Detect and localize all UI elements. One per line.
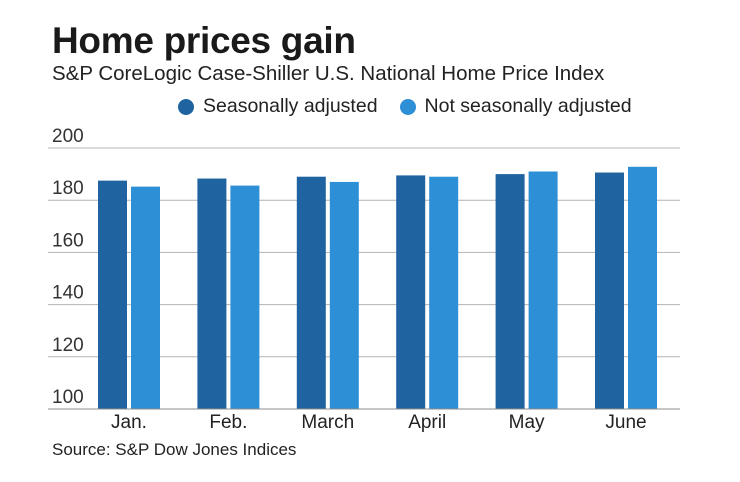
legend-label-not-seasonally-adjusted: Not seasonally adjusted — [424, 95, 632, 117]
bar-seasonally-adjusted — [98, 180, 127, 409]
bar-not-seasonally-adjusted — [131, 186, 160, 409]
bar-seasonally-adjusted — [396, 175, 426, 409]
legend-swatch-seasonally-adjusted — [178, 98, 194, 115]
x-tick-label: April — [408, 412, 446, 433]
bar-seasonally-adjusted — [495, 174, 525, 409]
bar-not-seasonally-adjusted — [528, 171, 558, 409]
x-tick-label: June — [605, 412, 646, 433]
y-tick-label: 120 — [52, 335, 84, 356]
chart-title: Home prices gain — [52, 20, 356, 61]
legend-item-not-seasonally-adjusted: Not seasonally adjusted — [399, 95, 632, 118]
bar-seasonally-adjusted — [296, 176, 326, 409]
x-tick-label: Jan. — [111, 412, 147, 433]
legend-swatch-not-seasonally-adjusted — [399, 98, 416, 115]
y-tick-label: 100 — [52, 387, 84, 408]
x-tick-label: Feb. — [209, 412, 247, 433]
chart-subtitle: S&P CoreLogic Case-Shiller U.S. National… — [52, 62, 605, 85]
y-tick-label: 200 — [52, 126, 84, 147]
bar-seasonally-adjusted — [595, 172, 624, 409]
bar-seasonally-adjusted — [197, 178, 227, 409]
bar-not-seasonally-adjusted — [429, 176, 459, 409]
x-tick-label: March — [301, 412, 354, 433]
legend-label-seasonally-adjusted: Seasonally adjusted — [203, 95, 378, 117]
source-note: Source: S&P Dow Jones Indices — [52, 440, 297, 459]
y-tick-label: 140 — [52, 283, 84, 304]
bar-not-seasonally-adjusted — [329, 181, 359, 409]
x-tick-label: May — [509, 412, 545, 433]
bar-not-seasonally-adjusted — [230, 185, 260, 409]
bar-not-seasonally-adjusted — [628, 166, 657, 409]
y-tick-label: 160 — [52, 230, 84, 251]
legend: Seasonally adjusted Not seasonally adjus… — [178, 95, 654, 118]
y-tick-label: 180 — [52, 178, 84, 199]
legend-item-seasonally-adjusted: Seasonally adjusted — [178, 95, 378, 118]
